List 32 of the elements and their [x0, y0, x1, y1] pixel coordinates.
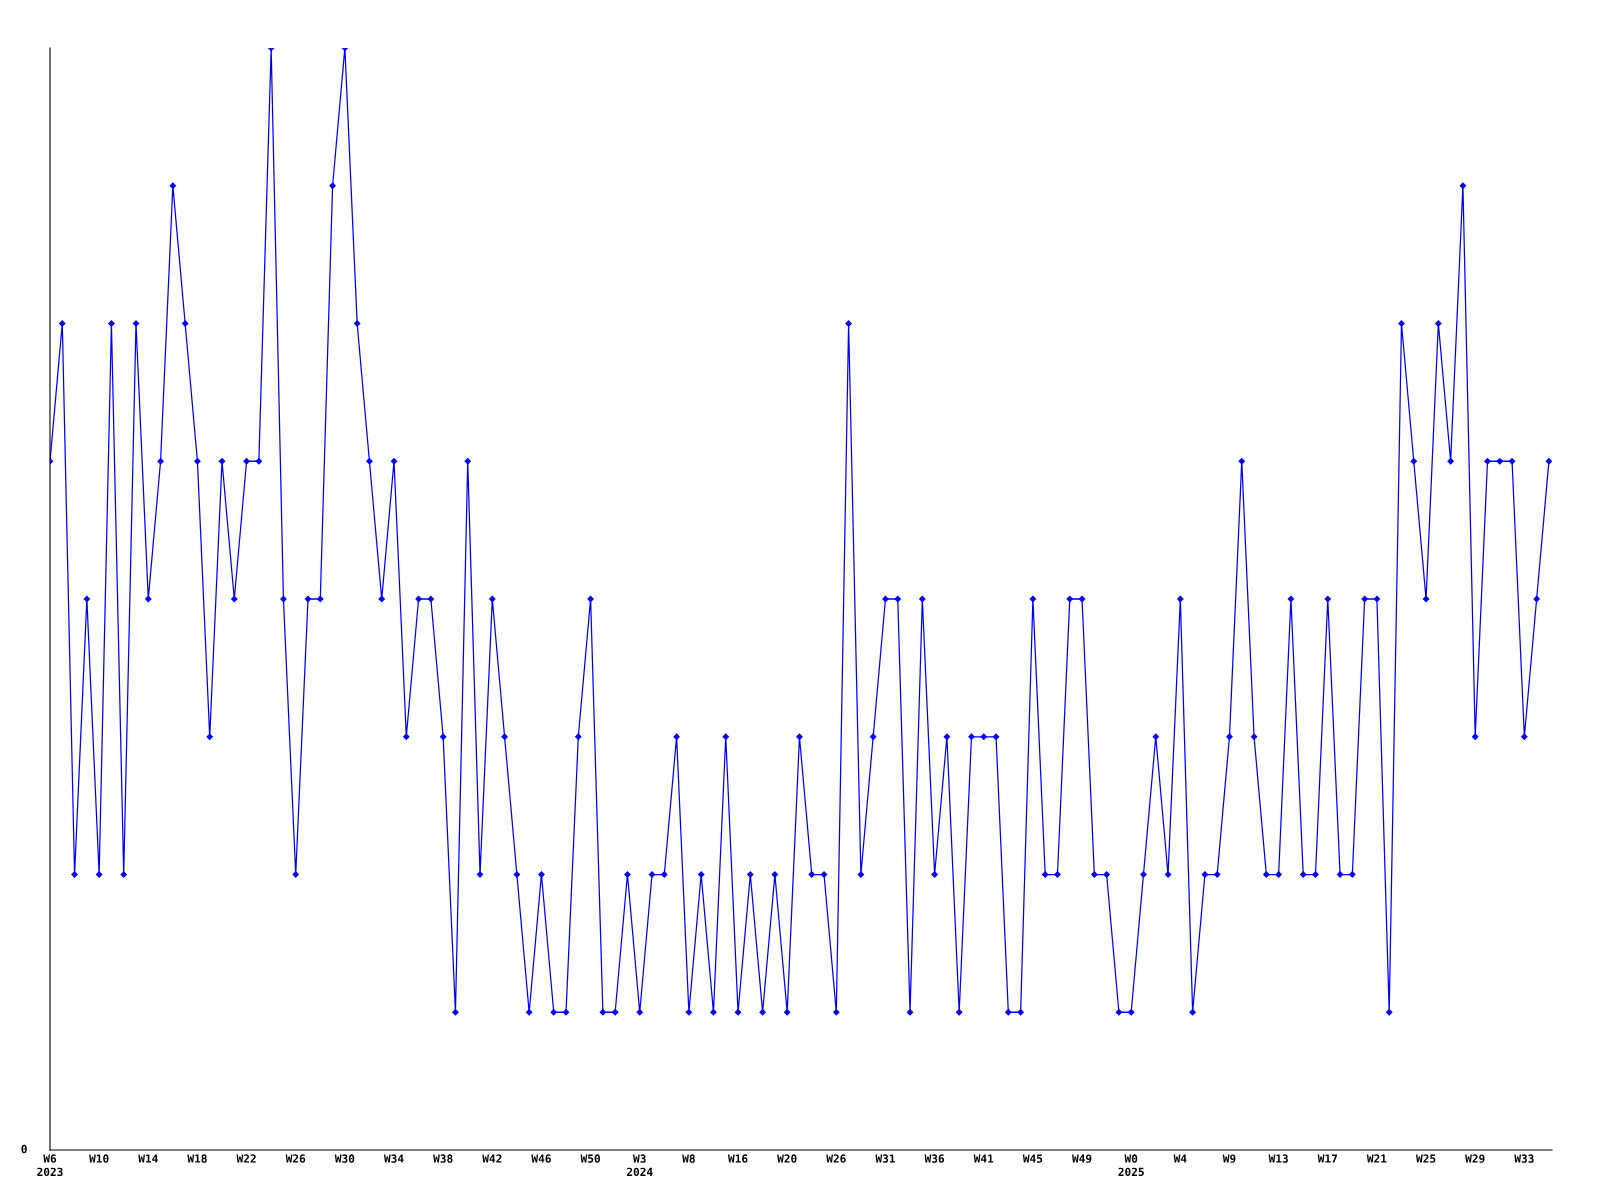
x-tick-label: W17: [1317, 1154, 1337, 1163]
text: 0: [21, 1144, 27, 1154]
x-tick-label: W13: [1268, 1154, 1288, 1163]
x-tick-label: W16: [728, 1154, 748, 1163]
x-tick-label: W29: [1465, 1154, 1485, 1163]
x-tick-label: W41: [973, 1154, 994, 1163]
x-tick-label: W26: [285, 1154, 306, 1163]
x-tick-label: W3 2024: [626, 1154, 653, 1177]
x-tick-label: W21: [1366, 1154, 1387, 1163]
x-tick-label: W49: [1072, 1154, 1092, 1163]
x-tick-label: W4: [1173, 1154, 1187, 1163]
x-tick-label: W18: [187, 1154, 207, 1163]
x-tick-label: W34: [383, 1154, 404, 1163]
x-tick-label: W36: [924, 1154, 945, 1163]
x-tick-label: W10: [89, 1154, 109, 1163]
x-tick-label: W14: [138, 1154, 158, 1163]
x-tick-label: W22: [236, 1154, 256, 1163]
x-tick-label: W25: [1416, 1154, 1436, 1163]
x-tick-label: W42: [482, 1154, 502, 1163]
x-tick-label: W9: [1222, 1154, 1236, 1163]
x-tick-label: W26: [826, 1154, 846, 1163]
x-tick-label: W33: [1514, 1154, 1534, 1163]
x-tick-label: W45: [1022, 1154, 1043, 1163]
x-tick-label: W38: [433, 1154, 453, 1163]
x-tick-label: W30: [334, 1154, 355, 1163]
x-tick-label: W46: [531, 1154, 551, 1163]
x-tick-label: W8: [682, 1154, 695, 1163]
x-tick-label: W0 2025: [1118, 1154, 1144, 1177]
x-tick-label: W31: [875, 1154, 895, 1163]
x-tick-label: W50: [580, 1154, 600, 1163]
x-tick-label: W6 2023: [37, 1154, 63, 1177]
x-tick-label: W20: [777, 1154, 797, 1163]
